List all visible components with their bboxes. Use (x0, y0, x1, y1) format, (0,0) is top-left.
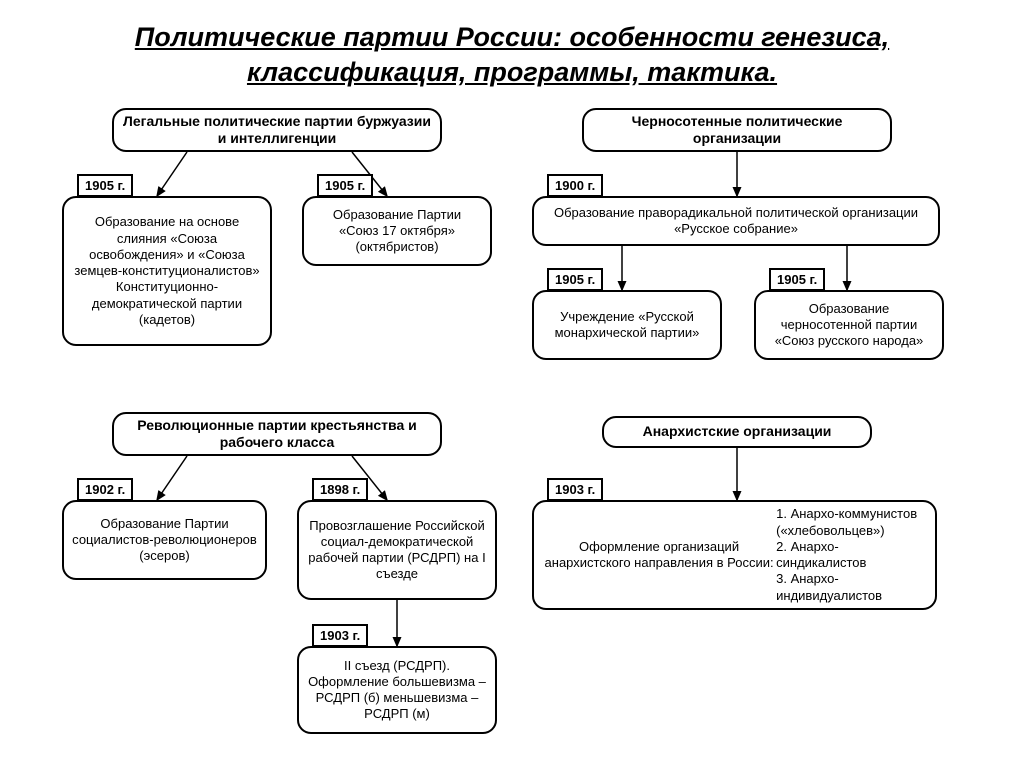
year-1905-monarchist: 1905 г. (547, 268, 603, 291)
node-rsdrp: Провозглашение Российской социал-демокра… (297, 500, 497, 600)
year-1898: 1898 г. (312, 478, 368, 501)
node-rsdrp-split: II съезд (РСДРП). Оформление большевизма… (297, 646, 497, 734)
node-anarchists-list: Оформление организаций анархистского нап… (532, 500, 937, 610)
node-oktyabrists: Образование Партии «Союз 17 октября» (ок… (302, 196, 492, 266)
year-1903-anarchists: 1903 г. (547, 478, 603, 501)
node-kadets: Образование на основе слияния «Союза осв… (62, 196, 272, 346)
year-1905-kadets: 1905 г. (77, 174, 133, 197)
header-legal-parties: Легальные политические партии буржуазии … (112, 108, 442, 152)
year-1903-rsdrp: 1903 г. (312, 624, 368, 647)
node-russkoe-sobranie: Образование праворадикальной политическо… (532, 196, 940, 246)
header-revolutionary-parties: Революционные партии крестьянства и рабо… (112, 412, 442, 456)
diagram-canvas: Легальные политические партии буржуазии … (42, 108, 982, 748)
node-soyuz-russkogo-naroda: Образование черносотенной партии «Союз р… (754, 290, 944, 360)
year-1905-oktyabrists: 1905 г. (317, 174, 373, 197)
year-1902: 1902 г. (77, 478, 133, 501)
page-title: Политические партии России: особенности … (40, 20, 984, 90)
node-monarchist-party: Учреждение «Русской монархической партии… (532, 290, 722, 360)
year-1900: 1900 г. (547, 174, 603, 197)
year-1905-soyuz: 1905 г. (769, 268, 825, 291)
node-esers: Образование Партии социалистов-революцио… (62, 500, 267, 580)
header-anarchist-orgs: Анархистские организации (602, 416, 872, 448)
header-black-hundreds: Черносотенные политические организации (582, 108, 892, 152)
